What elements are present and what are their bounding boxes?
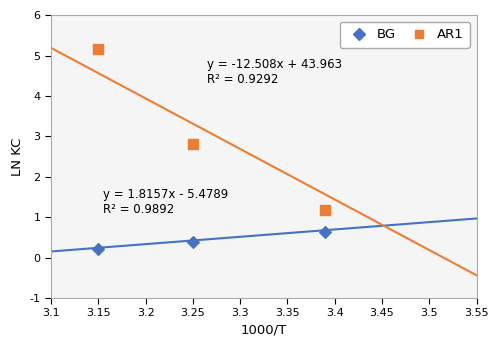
X-axis label: 1000/T: 1000/T — [240, 324, 287, 337]
Point — [322, 207, 330, 213]
Point — [322, 230, 330, 235]
Point — [94, 246, 102, 251]
Point — [94, 47, 102, 52]
Point — [492, 217, 500, 223]
Point — [189, 239, 197, 245]
Point — [492, 235, 500, 240]
Legend: BG, AR1: BG, AR1 — [340, 22, 470, 48]
Text: y = 1.8157x - 5.4789
R² = 0.9892: y = 1.8157x - 5.4789 R² = 0.9892 — [103, 188, 228, 216]
Y-axis label: LN KC: LN KC — [11, 137, 24, 176]
Text: y = -12.508x + 43.963
R² = 0.9292: y = -12.508x + 43.963 R² = 0.9292 — [207, 58, 342, 86]
Point — [189, 142, 197, 147]
